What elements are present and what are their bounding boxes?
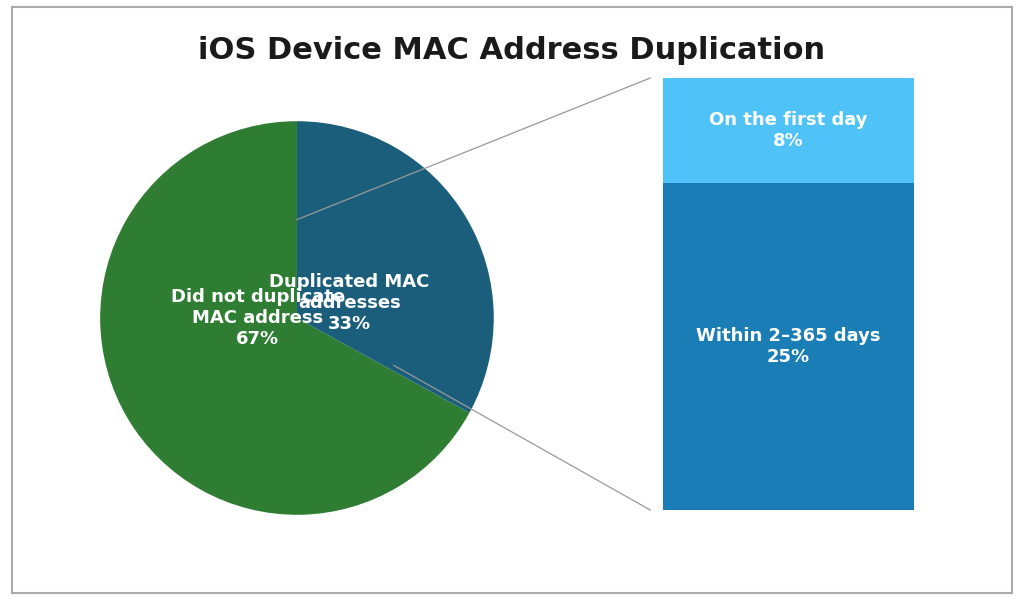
Wedge shape <box>297 121 494 413</box>
Bar <box>663 78 914 183</box>
Text: On the first day
8%: On the first day 8% <box>710 111 867 150</box>
Text: iOS Device MAC Address Duplication: iOS Device MAC Address Duplication <box>199 36 825 65</box>
Wedge shape <box>100 121 469 515</box>
Text: Did not duplicate
MAC address
67%: Did not duplicate MAC address 67% <box>171 288 345 348</box>
Text: Duplicated MAC
addresses
33%: Duplicated MAC addresses 33% <box>269 273 429 332</box>
Bar <box>663 183 914 510</box>
Text: Within 2–365 days
25%: Within 2–365 days 25% <box>696 327 881 366</box>
